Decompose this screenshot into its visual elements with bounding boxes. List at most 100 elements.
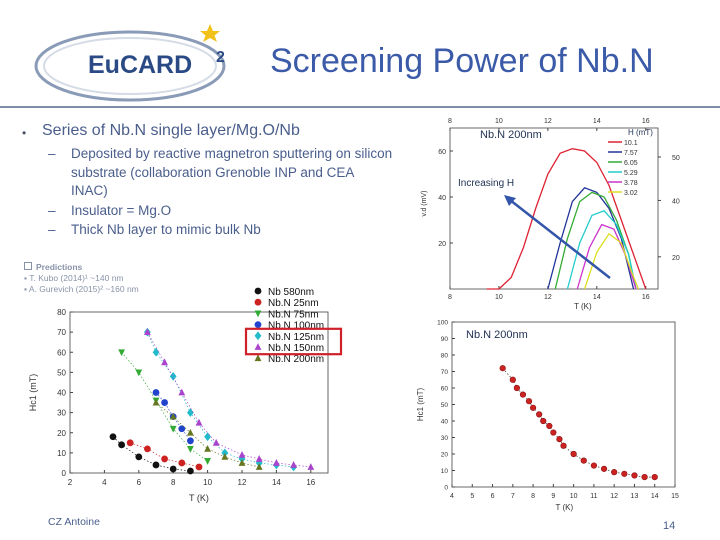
data-point	[204, 432, 211, 442]
legend-label: 3.02	[624, 190, 638, 197]
plot-frame	[451, 321, 676, 488]
series-line	[583, 232, 640, 290]
x-tick-label: 10	[203, 478, 212, 487]
data-point	[290, 461, 297, 468]
y-tick-label: 40	[57, 389, 66, 398]
dash-marker: –	[48, 146, 56, 161]
y-tick-label: 50	[57, 368, 66, 377]
data-point	[178, 425, 186, 433]
data-point	[255, 463, 263, 470]
magnetization-chart: 8 8 10 10 12 12 14 14 16 16 20 40 60 20 40 50 T (K) v.d (…	[421, 118, 680, 311]
data-point	[621, 470, 628, 477]
sub-bullet-text: Deposited by reactive magnetron sputteri…	[71, 146, 393, 198]
data-point	[212, 438, 220, 446]
data-point	[238, 450, 246, 458]
x-tick-label: 14	[651, 493, 659, 500]
legend-marker	[254, 310, 262, 318]
series-line	[547, 187, 635, 290]
data-point	[135, 369, 143, 377]
data-point	[187, 437, 194, 445]
x-tick-label: 4	[450, 493, 454, 500]
x-tick-label: 14	[593, 294, 601, 301]
data-point	[161, 358, 168, 366]
x-tick-label: 7	[511, 493, 515, 500]
footer-author: CZ Antoine	[48, 516, 100, 528]
data-point	[144, 328, 151, 336]
x-axis-label: T (K)	[574, 302, 592, 311]
right-tick-label: 20	[672, 255, 680, 262]
fit-line	[502, 367, 655, 478]
top-tick-label: 10	[495, 118, 503, 125]
legend-marker	[254, 354, 262, 362]
legend-marker	[254, 287, 262, 295]
series-line	[155, 392, 191, 442]
legend-marker	[254, 343, 262, 350]
y-tick-label: 0	[62, 469, 67, 478]
data-point	[546, 422, 553, 430]
series-line	[486, 148, 647, 290]
y-tick-label: 100	[437, 320, 448, 327]
sub-bullet: – Insulator = Mg.O	[48, 202, 393, 221]
y-tick-label: 10	[441, 468, 449, 475]
series-line	[147, 331, 311, 468]
legend-label: Nb.N 75nm	[268, 309, 319, 320]
prediction-item: T. Kubo (2014)¹ ~140 nm	[29, 273, 124, 283]
legend-label: Nb.N 200nm	[268, 354, 324, 365]
x-tick-label: 10	[570, 493, 578, 500]
y-axis-label: v.d (mV)	[421, 191, 428, 217]
legend-label: Nb.N 125nm	[268, 332, 324, 343]
y-axis-label: Hc1 (mT)	[28, 374, 38, 412]
y-tick-label: 60	[438, 149, 446, 156]
x-axis-label: T (K)	[189, 493, 209, 503]
star-icon	[200, 24, 220, 42]
legend-label: 5.29	[624, 170, 638, 177]
data-point	[169, 412, 177, 420]
x-tick-label: 11	[590, 493, 597, 500]
x-tick-label: 5	[470, 493, 474, 500]
data-point	[135, 453, 143, 461]
data-point	[221, 453, 229, 460]
eucard-logo: EuCARD 2	[34, 24, 226, 102]
legend-marker	[254, 321, 262, 328]
slide-title: Screening Power of Nb.N	[270, 42, 654, 80]
legend-marker	[254, 298, 262, 306]
data-point	[204, 444, 211, 452]
page-number: 14	[663, 520, 676, 532]
top-tick-label: 12	[544, 118, 552, 125]
series-line	[554, 191, 637, 290]
data-point	[178, 388, 186, 396]
data-point	[556, 436, 563, 443]
x-tick-label: 8	[448, 294, 452, 301]
data-point	[152, 398, 160, 406]
data-point	[118, 349, 125, 357]
legend-label: Nb.N 150nm	[268, 343, 324, 354]
data-point	[161, 455, 169, 463]
y-tick-label: 20	[441, 452, 449, 459]
hc1-chart: 2 4 6 8 10 12 14 16 0 10 20 30 40 50 60 70 80 T (K) Hc1 (m…	[28, 287, 343, 503]
data-point	[178, 459, 186, 467]
data-point	[529, 404, 537, 411]
data-point	[651, 474, 658, 481]
top-tick-label: 16	[642, 118, 650, 125]
y-tick-label: 60	[57, 348, 66, 357]
data-point	[641, 474, 648, 481]
predictions-box: Predictions ▪ T. Kubo (2014)¹ ~140 nm ▪ …	[24, 262, 139, 294]
x-tick-label: 4	[102, 478, 107, 487]
legend-label: Nb.N 25nm	[268, 298, 319, 309]
plot-frame	[449, 127, 659, 290]
x-tick-label: 15	[671, 493, 679, 500]
dash-marker: –	[48, 203, 56, 218]
legend-label: 6.05	[624, 160, 638, 167]
data-point	[195, 418, 203, 426]
sub-bullet: – Thick Nb layer to mimic bulk Nb	[48, 221, 393, 240]
data-point	[169, 425, 177, 433]
annotation-label: Increasing H	[458, 178, 514, 189]
legend-label: 7.57	[624, 150, 638, 157]
increasing-h-arrow	[509, 199, 611, 279]
x-tick-label: 9	[551, 493, 555, 500]
data-point	[540, 417, 547, 425]
y-tick-label: 40	[441, 419, 449, 426]
series-line	[112, 436, 191, 472]
y-axis-label: Hc1 (mT)	[416, 388, 425, 422]
x-tick-label: 2	[68, 478, 73, 487]
